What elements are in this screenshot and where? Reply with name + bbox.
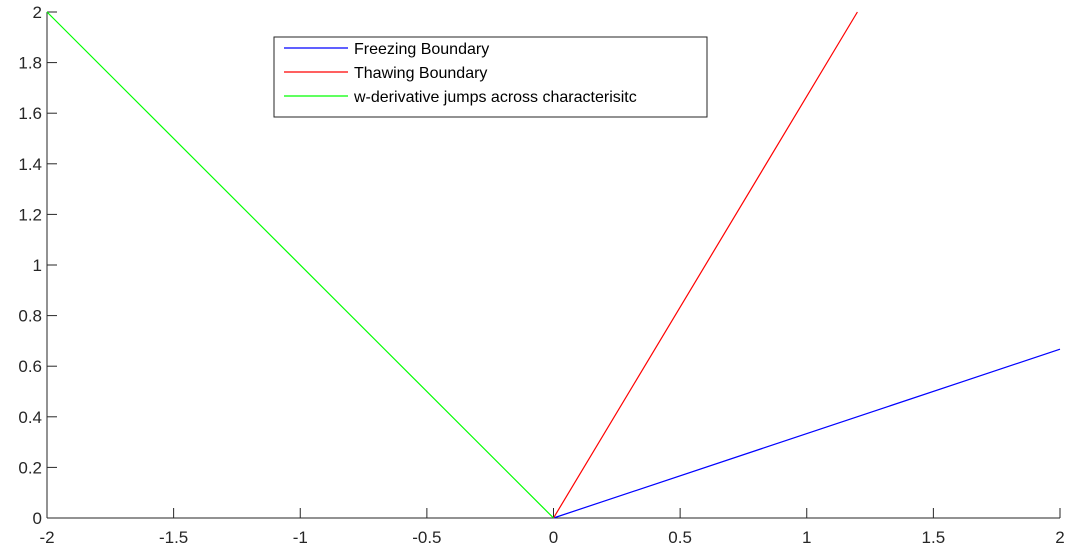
legend: Freezing Boundary Thawing Boundary w-deriv… (273, 36, 708, 118)
y-tick-label: 1.4 (18, 155, 42, 174)
x-tick-label: -1.5 (159, 528, 188, 547)
y-tick-label: 1.6 (18, 104, 42, 123)
x-tick-label: 0.5 (668, 528, 692, 547)
y-tick-label: 2 (33, 3, 42, 22)
x-tick-label: 1 (802, 528, 811, 547)
y-tick-label: 0.8 (18, 307, 42, 326)
series-layer (46, 11, 1061, 519)
y-tick-label: 1 (33, 256, 42, 275)
legend-label-1: Freezing Boundary (354, 41, 489, 58)
x-tick-label: -0.5 (412, 528, 441, 547)
legend-label-3: w-derivative jumps across characterisitc (353, 89, 637, 106)
y-tick-label: 1.2 (18, 205, 42, 224)
y-tick-label: 0 (33, 509, 42, 528)
x-tick-label: -2 (39, 528, 54, 547)
series-line-1 (553, 348, 1061, 519)
legend-label-2: Thawing Boundary (354, 65, 487, 82)
x-tick-label: 1.5 (922, 528, 946, 547)
y-tick-label: 1.8 (18, 54, 42, 73)
y-tick-label: 0.4 (18, 408, 42, 427)
axes: -2 -1.5 -1 -0.5 0 0.5 1 1.5 2 0 0.2 0.4 0.6 0.8 1 1.2 1.… (18, 3, 1064, 547)
x-tick-label: -1 (293, 528, 308, 547)
x-tick-label: 2 (1055, 528, 1064, 547)
y-tick-label: 0.2 (18, 458, 42, 477)
series-line-3 (46, 11, 554, 519)
series-line-2 (552, 11, 858, 519)
y-tick-label: 0.6 (18, 357, 42, 376)
x-tick-label: 0 (549, 528, 558, 547)
legend-box (273, 36, 708, 118)
